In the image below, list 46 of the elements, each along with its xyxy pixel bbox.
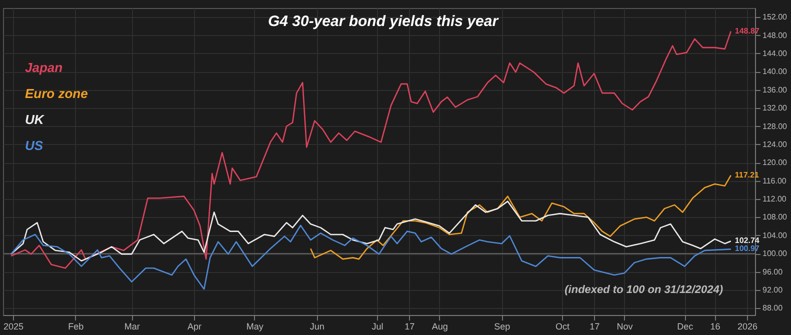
annotation: 100.97 bbox=[734, 244, 760, 254]
x-tick-label: Feb bbox=[68, 322, 84, 332]
y-tick-label: 152.00 bbox=[762, 12, 788, 22]
x-tick-label: Nov bbox=[616, 322, 634, 332]
text: UK bbox=[25, 112, 46, 127]
y-tick-label: 96.00 bbox=[762, 267, 784, 276]
y-tick-label: 108.00 bbox=[762, 212, 788, 222]
x-tick-label: 2026 bbox=[737, 322, 758, 332]
x-tick-label: 17 bbox=[590, 322, 600, 332]
line-series bbox=[310, 174, 732, 260]
x-tick-label: May bbox=[246, 322, 264, 332]
annotation: 102.74 bbox=[734, 236, 760, 246]
annotation: 117.21 bbox=[734, 170, 760, 180]
y-tick-label: 100.00 bbox=[762, 249, 788, 258]
y-tick-label: 140.00 bbox=[762, 67, 788, 76]
y-tick-label: 144.00 bbox=[762, 48, 788, 58]
x-tick-label: Aug bbox=[432, 322, 448, 332]
y-tick-label: 104.00 bbox=[762, 230, 788, 240]
text: Japan bbox=[25, 60, 63, 75]
y-tick-label: 148.00 bbox=[762, 30, 788, 40]
y-tick-label: 120.00 bbox=[762, 158, 788, 168]
chart-title: G4 30-year bond yields this year bbox=[268, 13, 500, 30]
x-tick-label: Oct bbox=[555, 322, 570, 332]
y-tick-label: 124.00 bbox=[762, 140, 788, 149]
y-tick-label: 116.00 bbox=[762, 176, 787, 186]
text: US bbox=[25, 138, 44, 153]
x-tick-label: Mar bbox=[124, 322, 140, 332]
y-tick-label: 88.00 bbox=[762, 304, 784, 313]
y-tick-label: 132.00 bbox=[762, 104, 788, 113]
x-tick-label: 2025 bbox=[4, 322, 24, 332]
x-tick-label: Sep bbox=[494, 322, 510, 332]
x-tick-label: 17 bbox=[404, 322, 415, 332]
x-tick-label: Jul bbox=[372, 322, 384, 332]
x-tick-label: Dec bbox=[677, 322, 694, 332]
line-series bbox=[10, 30, 732, 269]
annotation: (indexed to 100 on 31/12/2024) bbox=[564, 284, 724, 296]
line-series bbox=[10, 200, 732, 262]
x-tick-label: Jun bbox=[310, 322, 324, 332]
y-tick-label: 112.00 bbox=[762, 194, 787, 204]
text: Euro zone bbox=[25, 86, 88, 101]
x-tick-label: Apr bbox=[188, 322, 202, 332]
y-tick-label: 128.00 bbox=[762, 122, 788, 131]
annotation: 148.87 bbox=[734, 26, 760, 36]
x-tick-label: 16 bbox=[710, 322, 720, 332]
y-tick-label: 136.00 bbox=[762, 85, 788, 94]
y-tick-label: 92.00 bbox=[762, 285, 784, 294]
